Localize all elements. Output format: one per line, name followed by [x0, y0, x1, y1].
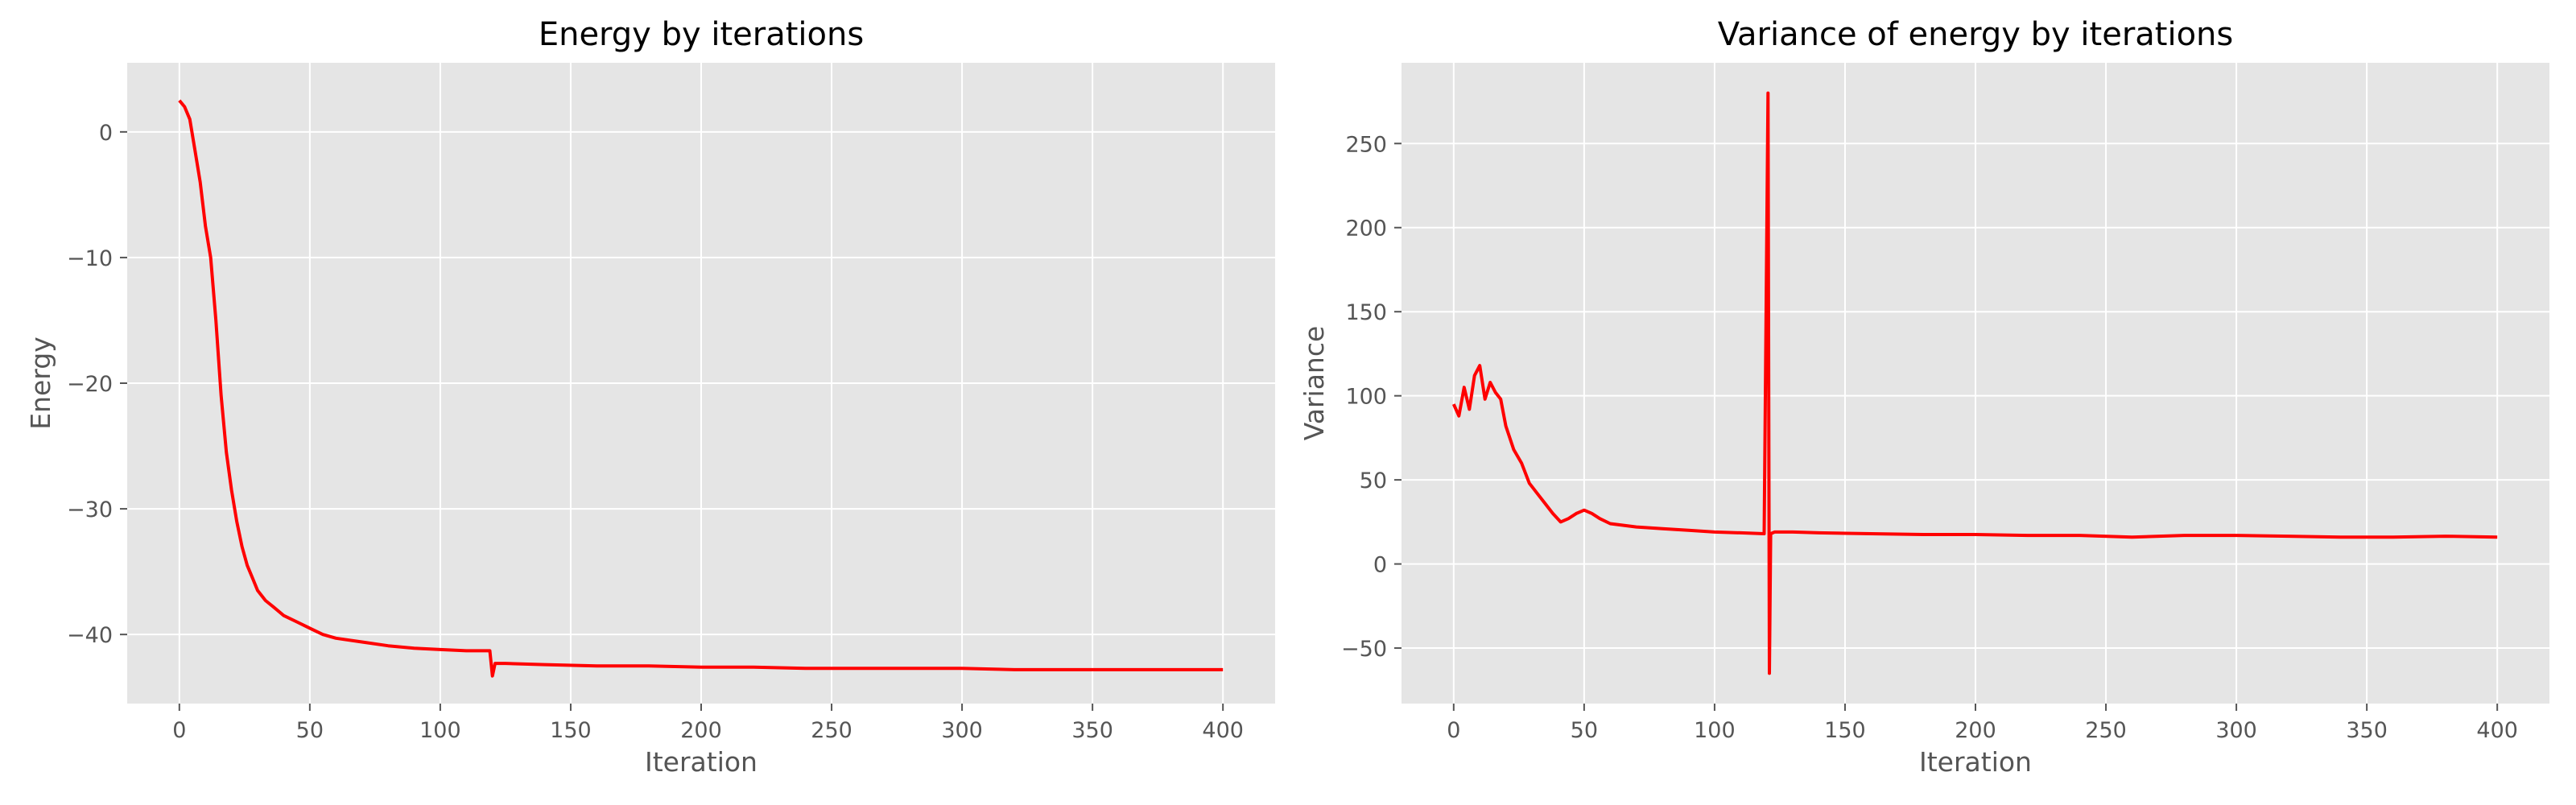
x-tick-label: 200	[680, 718, 722, 743]
x-tick-label: 400	[1202, 718, 1244, 743]
x-axis-label: Iteration	[645, 746, 758, 778]
y-tick-label: 50	[1360, 469, 1387, 493]
x-tick-label: 0	[172, 718, 186, 743]
y-tick-label: 100	[1345, 385, 1387, 410]
series-line	[1451, 91, 2498, 675]
x-tick-label: 50	[1571, 718, 1598, 743]
x-tick-label: 350	[2346, 718, 2388, 743]
x-tick-label: 150	[1824, 718, 1866, 743]
chart-title: Energy by iterations	[539, 16, 864, 53]
x-axis-label: Iteration	[1919, 746, 2032, 778]
chart-2: 0 50 100 150 200 250 300 350 400 −50 0 50 100 150 200 2…	[1298, 16, 2549, 778]
y-tick-label: −10	[67, 246, 113, 271]
y-tick-label: 0	[1373, 553, 1387, 578]
y-tick-label: 250	[1345, 132, 1387, 157]
y-tick-label: −40	[67, 623, 113, 648]
x-tick-label: 100	[419, 718, 461, 743]
y-tick-label: −50	[1341, 637, 1387, 662]
x-tick-label: 250	[811, 718, 852, 743]
y-axis-label: Energy	[25, 336, 56, 430]
y-tick-label: −20	[67, 372, 113, 397]
y-tick-label: 200	[1345, 217, 1387, 242]
y-axis-label: Variance	[1298, 326, 1330, 441]
x-tick-label: 100	[1694, 718, 1736, 743]
series-line	[178, 99, 1224, 678]
y-tick-label: 150	[1345, 300, 1387, 325]
x-tick-label: 300	[941, 718, 983, 743]
x-tick-label: 50	[296, 718, 324, 743]
x-tick-label: 350	[1071, 718, 1113, 743]
x-tick-label: 250	[2085, 718, 2127, 743]
x-tick-label: 150	[550, 718, 592, 743]
x-tick-label: 400	[2476, 718, 2518, 743]
chart-title: Variance of energy by iterations	[1718, 16, 2233, 53]
y-tick-label: 0	[99, 121, 113, 146]
y-tick-label: −30	[67, 497, 113, 522]
x-tick-label: 300	[2215, 718, 2257, 743]
chart-1: 0 50 100 150 200 250 300 350 400 0 −10 −20 −30 −40 Ene…	[25, 16, 1275, 778]
x-tick-label: 0	[1447, 718, 1460, 743]
x-tick-label: 200	[1955, 718, 1996, 743]
